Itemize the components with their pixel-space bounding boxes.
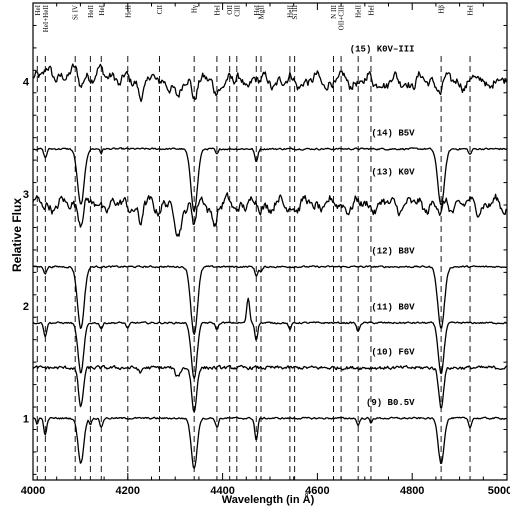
y-tick-label-0: 1 [23, 413, 29, 425]
line-mark-label-8: HeI [213, 4, 221, 15]
series-line-0 [32, 63, 508, 103]
series-line-6 [33, 416, 508, 470]
line-mark-label-17: HeII [355, 4, 363, 17]
line-mark-label-4: HeI [98, 4, 106, 15]
series-line-2 [32, 192, 508, 237]
line-mark-label-7: Hγ [191, 5, 199, 13]
line-mark-label-13: HeII [286, 4, 294, 17]
line-mark-label-3: HeII [87, 4, 95, 17]
y-tick-label-3: 4 [23, 77, 30, 89]
x-tick-label-2: 4400 [210, 485, 234, 497]
line-mark-label-2: Si IV [72, 5, 80, 20]
x-tick-label-4: 4800 [400, 485, 424, 497]
x-tick-label-3: 4600 [305, 485, 329, 497]
y-tick-label-1: 2 [23, 301, 29, 313]
line-mark-label-16: OII+CIII [338, 4, 346, 30]
x-tick-label-5: 5000 [488, 485, 510, 497]
line-mark-label-14: Si III [291, 4, 299, 19]
line-mark-label-10: CIII [233, 4, 241, 16]
line-mark-label-12: MgII [257, 4, 265, 19]
x-axis-title: Wavelength (in Å) [222, 493, 315, 506]
line-mark-label-0: HeI [34, 4, 42, 15]
line-mark-label-1: HeI+HeII [42, 4, 50, 32]
y-axis-title: Relative Flux [10, 198, 24, 272]
series-label-1: (14) B5V [371, 128, 415, 138]
series-label-3: (12) B8V [371, 246, 415, 256]
x-tick-label-0: 4000 [21, 485, 45, 497]
series-label-5: (10) F6V [371, 347, 415, 357]
line-mark-label-5: HeII [124, 4, 132, 17]
series-line-4 [32, 297, 508, 380]
line-mark-label-6: CII [156, 4, 164, 14]
line-mark-label-9: OII [226, 4, 234, 14]
x-tick-label-1: 4200 [116, 485, 140, 497]
series-label-0: (15) K0V–III [350, 44, 415, 54]
series-label-6: (9) B0.5V [366, 398, 415, 408]
line-marks-layer: HeI HeI+HeII Si IV HeII HeI HeII CII Hγ HeI OII CI… [34, 4, 475, 480]
series-layer: (15) K0V–III (14) B5V (13) K0V (12) B8V (11)… [32, 44, 508, 470]
line-mark-label-15: N III [330, 4, 338, 18]
series-line-3 [32, 265, 508, 336]
axes-layer: 4000 4200 4400 4600 4800 5000 1 2 3 4 [21, 2, 510, 497]
y-tick-label-2: 3 [23, 189, 29, 201]
series-line-5 [32, 364, 508, 413]
line-mark-label-20: HeI [467, 4, 475, 15]
series-label-2: (13) K0V [371, 168, 415, 178]
line-mark-label-11: HeI [253, 4, 261, 15]
series-line-1 [32, 147, 508, 213]
series-label-4: (11) B0V [371, 302, 415, 312]
line-mark-label-18: HeI [367, 4, 375, 15]
line-mark-label-19: Hβ [438, 5, 446, 14]
